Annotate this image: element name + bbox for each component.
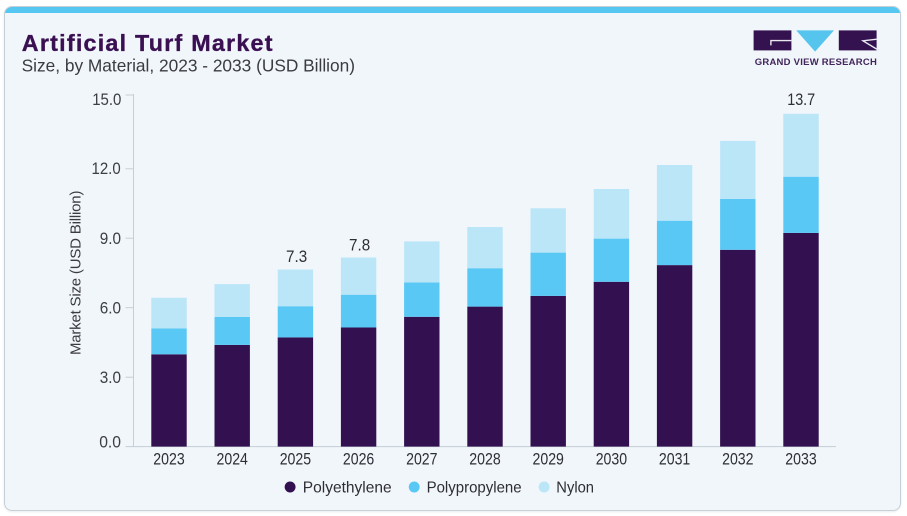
- svg-text:6.0: 6.0: [100, 299, 121, 318]
- svg-text:13.7: 13.7: [787, 90, 815, 109]
- svg-text:7.3: 7.3: [286, 247, 307, 266]
- svg-text:15.0: 15.0: [92, 90, 121, 109]
- svg-text:Size, by Material, 2023 - 2033: Size, by Material, 2023 - 2033 (USD Bill…: [22, 56, 355, 76]
- svg-text:2030: 2030: [596, 450, 627, 469]
- svg-text:GRAND VIEW RESEARCH: GRAND VIEW RESEARCH: [755, 57, 877, 68]
- svg-text:12.0: 12.0: [92, 159, 121, 178]
- svg-text:2033: 2033: [785, 450, 816, 469]
- svg-text:2026: 2026: [343, 450, 374, 469]
- svg-text:0.0: 0.0: [99, 433, 121, 452]
- svg-text:2029: 2029: [533, 450, 564, 469]
- svg-text:Nylon: Nylon: [556, 480, 594, 497]
- svg-text:2032: 2032: [722, 450, 753, 469]
- svg-text:Artificial Turf Market: Artificial Turf Market: [22, 30, 273, 56]
- svg-text:7.8: 7.8: [349, 235, 370, 254]
- svg-text:3.0: 3.0: [100, 368, 121, 387]
- svg-text:2027: 2027: [406, 450, 437, 469]
- svg-text:Polypropylene: Polypropylene: [427, 480, 522, 497]
- svg-text:Polyethylene: Polyethylene: [303, 480, 392, 497]
- svg-text:2024: 2024: [217, 450, 248, 469]
- svg-text:2023: 2023: [153, 450, 184, 469]
- svg-text:9.0: 9.0: [100, 229, 121, 248]
- svg-text:2025: 2025: [280, 450, 311, 469]
- svg-text:2028: 2028: [469, 450, 500, 469]
- svg-text:Market Size (USD Billion): Market Size (USD Billion): [68, 191, 85, 356]
- svg-text:2031: 2031: [659, 450, 690, 469]
